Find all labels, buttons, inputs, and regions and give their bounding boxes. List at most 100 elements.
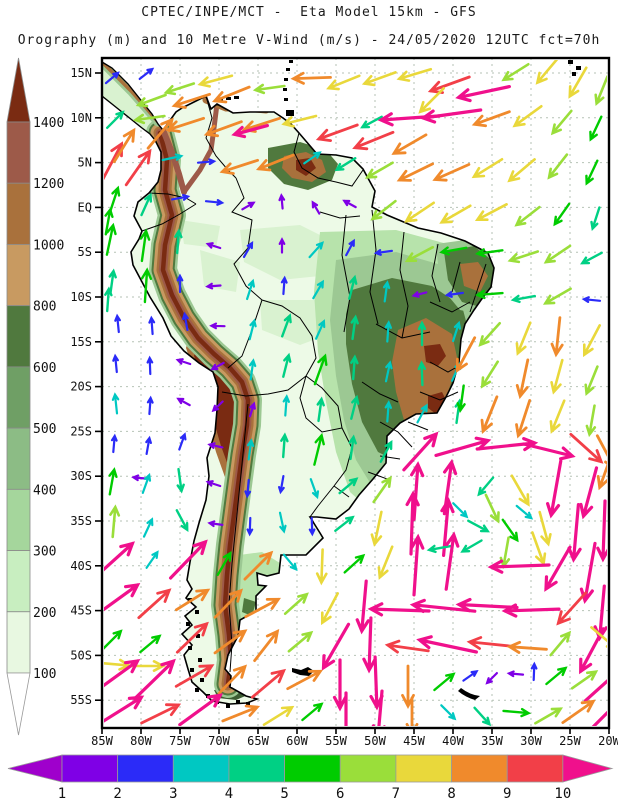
wind-vector-field [104, 60, 607, 726]
wind-arrow [384, 320, 392, 343]
wind-arrow [568, 66, 588, 99]
wind-arrow [290, 71, 332, 85]
lat-label: 30S [70, 469, 92, 483]
wind-arrow [246, 438, 255, 461]
wind-arrow [104, 695, 145, 723]
wind-arrow [350, 394, 360, 420]
wind-arrow [462, 670, 479, 682]
lon-label: 45W [403, 734, 425, 748]
wind-arrow [209, 322, 226, 330]
orography-scale-label: 1000 [33, 238, 64, 253]
wind-arrow [282, 394, 290, 417]
wind-arrow [241, 201, 256, 211]
lat-label: EQ [78, 200, 92, 214]
wind-arrow [111, 392, 120, 415]
lat-label: 15S [70, 335, 92, 349]
orography-scale-label: 500 [33, 422, 56, 437]
wind-arrow [282, 352, 292, 378]
wind-arrow [434, 436, 492, 457]
wind-arrow [146, 395, 154, 416]
wind-arrow [452, 502, 469, 519]
wind-arrow [585, 404, 597, 438]
wind-arrow [593, 584, 607, 642]
wind-arrow [174, 588, 211, 612]
wind-arrow [114, 313, 121, 334]
lat-label: 35S [70, 514, 92, 528]
wind-arrow [231, 124, 269, 139]
wind-arrow [515, 504, 534, 520]
wind-arrow [487, 559, 551, 574]
lon-label: 80W [130, 734, 152, 748]
wind-arrow [104, 541, 135, 572]
island [284, 98, 288, 101]
wind-arrow [281, 313, 292, 338]
wind-arrow [204, 199, 225, 206]
wind-arrow [416, 635, 478, 654]
wind-arrow [248, 358, 257, 381]
wind-arrow [278, 237, 286, 254]
island [568, 60, 573, 64]
island [284, 78, 288, 81]
wind-arrow [569, 432, 604, 464]
wind-arrow [140, 703, 182, 725]
wind-arrow [161, 153, 184, 162]
lat-label: 5S [78, 245, 92, 259]
wind-scale-label: 6 [336, 786, 344, 800]
wind-arrow [515, 358, 530, 400]
wind-arrow [405, 490, 420, 556]
wind-scale-label: 8 [447, 786, 455, 800]
wind-arrow [338, 477, 359, 495]
wind-scale-label: 9 [503, 786, 511, 800]
wind-arrow [545, 666, 568, 686]
wind-arrow [596, 463, 607, 491]
wind-arrow [567, 503, 582, 563]
lon-label: 40W [442, 734, 464, 748]
wind-arrow [455, 85, 511, 103]
wind-arrow [350, 314, 359, 341]
orography-colorbar: 1400 1200 1000 800 600 500 400 300 200 100 [6, 57, 64, 736]
wind-arrow [506, 670, 525, 678]
orography-scale-label: 1400 [33, 116, 64, 131]
wind-arrow [104, 629, 123, 650]
island [576, 66, 581, 70]
wind-arrow [313, 432, 325, 466]
wind-arrow [542, 287, 572, 305]
lat-label: 10S [70, 290, 92, 304]
wind-arrow [205, 242, 222, 250]
wind-arrow [334, 157, 357, 172]
island [286, 110, 294, 116]
wind-arrow [473, 706, 492, 726]
wind-arrow [594, 75, 607, 106]
wind-arrow [108, 185, 121, 214]
wind-arrow [211, 400, 224, 413]
wind-arrow [309, 478, 320, 500]
wind-arrow [176, 467, 185, 494]
wind-arrow [106, 110, 125, 129]
page-subtitle: Orography (m) and 10 Metre V-Wind (m/s) … [17, 33, 601, 48]
wind-arrow [244, 597, 281, 619]
coastlines-borders [101, 60, 581, 708]
wind-arrow [416, 403, 428, 424]
wind-arrow [196, 158, 217, 166]
wind-arrow [140, 267, 153, 304]
wind-arrow [203, 120, 243, 138]
wind-arrow [506, 640, 548, 654]
wind-arrow [282, 553, 298, 572]
wind-arrow [404, 245, 435, 263]
wind-scale-label: 10 [554, 786, 571, 800]
wind-arrow [278, 193, 286, 210]
wind-arrow [444, 291, 464, 298]
wind-arrow [546, 459, 563, 519]
wind-arrow [316, 396, 325, 423]
wind-scale-label: 1 [58, 786, 66, 800]
wind-arrow [432, 163, 471, 182]
wind-arrow [145, 435, 152, 455]
wind-arrow [281, 114, 318, 128]
island [234, 96, 239, 99]
wind-arrow [108, 268, 117, 295]
wind-arrow [286, 669, 323, 691]
wind-arrow [244, 478, 252, 499]
wind-arrow [507, 158, 536, 183]
wind-arrow [350, 354, 359, 381]
wind-arrow [219, 158, 259, 175]
